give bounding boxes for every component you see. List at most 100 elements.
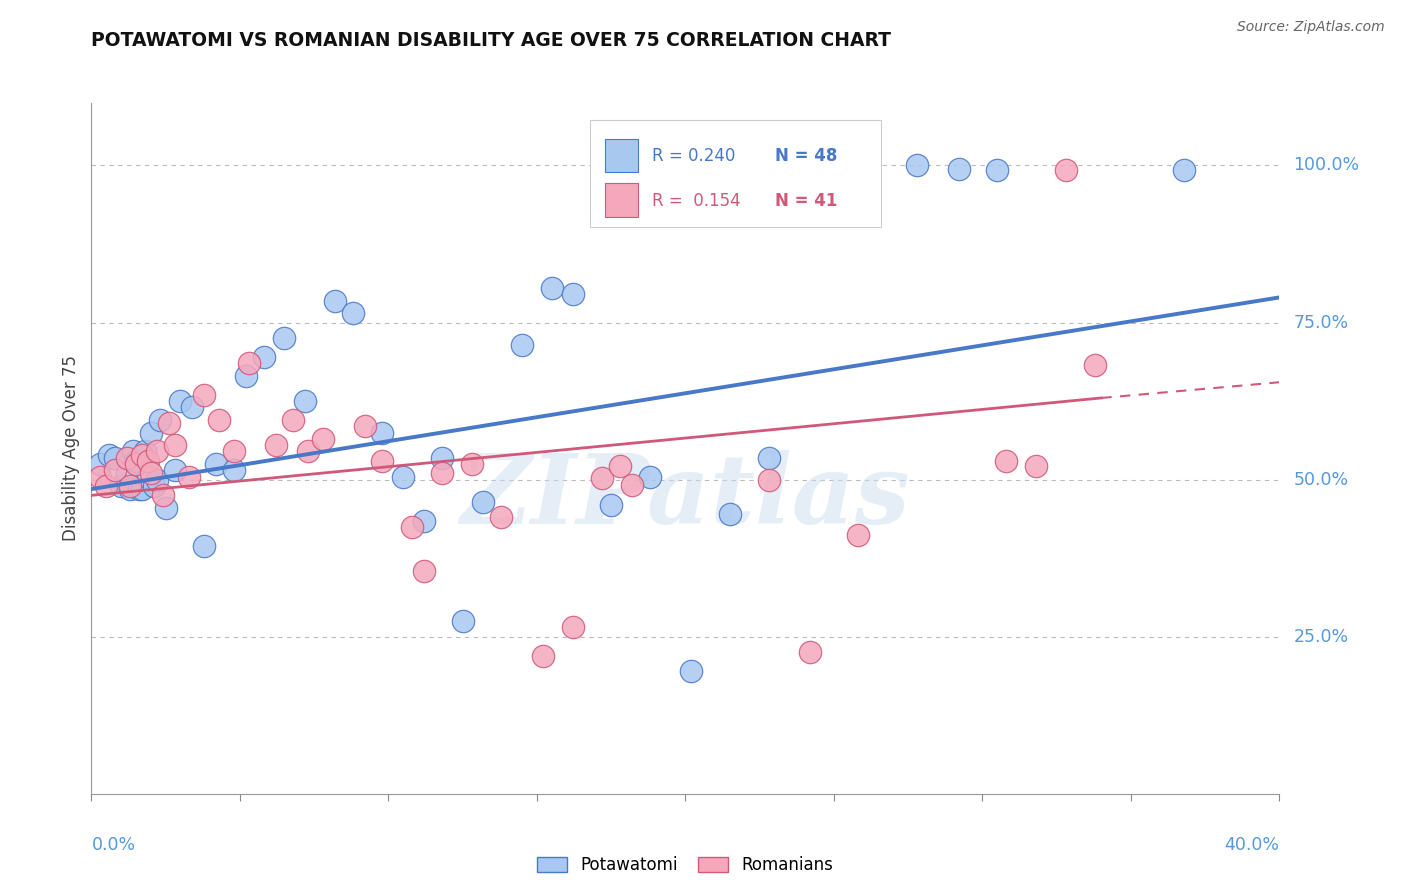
Romanians [591, 471, 613, 485]
Potawatomi [510, 337, 533, 351]
Romanians [1054, 163, 1077, 178]
Romanians [136, 454, 159, 468]
Potawatomi [145, 473, 167, 487]
Romanians [430, 467, 453, 481]
Potawatomi [134, 444, 156, 458]
Romanians [208, 413, 231, 427]
Text: 75.0%: 75.0% [1294, 314, 1348, 332]
Text: R =  0.154: R = 0.154 [652, 192, 741, 210]
Romanians [139, 467, 162, 481]
Y-axis label: Disability Age Over 75: Disability Age Over 75 [62, 355, 80, 541]
Potawatomi [163, 463, 186, 477]
Potawatomi [169, 394, 191, 409]
Romanians [312, 432, 335, 446]
Potawatomi [131, 482, 153, 496]
Text: N = 48: N = 48 [775, 147, 837, 165]
Potawatomi [472, 494, 495, 508]
Romanians [401, 520, 423, 534]
Romanians [115, 450, 138, 465]
Potawatomi [181, 401, 204, 415]
Romanians [799, 645, 821, 659]
Text: Source: ZipAtlas.com: Source: ZipAtlas.com [1237, 20, 1385, 34]
Potawatomi [758, 450, 780, 465]
Romanians [238, 356, 260, 370]
Legend: Potawatomi, Romanians: Potawatomi, Romanians [533, 851, 838, 879]
Potawatomi [561, 287, 583, 301]
Romanians [413, 564, 436, 578]
Romanians [89, 469, 111, 483]
Romanians [264, 438, 287, 452]
Potawatomi [222, 463, 245, 477]
Potawatomi [98, 448, 121, 462]
Potawatomi [118, 482, 141, 496]
Potawatomi [948, 161, 970, 176]
Romanians [620, 477, 643, 491]
Potawatomi [451, 614, 474, 628]
FancyBboxPatch shape [605, 138, 638, 171]
Romanians [222, 444, 245, 458]
Text: 100.0%: 100.0% [1294, 156, 1360, 175]
Romanians [1025, 458, 1047, 473]
Potawatomi [205, 457, 228, 471]
Text: 25.0%: 25.0% [1294, 628, 1348, 646]
Text: 40.0%: 40.0% [1225, 836, 1279, 854]
Potawatomi [342, 306, 364, 320]
FancyBboxPatch shape [605, 184, 638, 217]
Romanians [846, 528, 869, 542]
Romanians [297, 444, 319, 458]
Potawatomi [139, 425, 162, 440]
Text: 50.0%: 50.0% [1294, 471, 1348, 489]
Potawatomi [115, 467, 138, 481]
Romanians [163, 438, 186, 452]
Romanians [371, 454, 394, 468]
Romanians [353, 419, 375, 434]
Romanians [561, 620, 583, 634]
Romanians [609, 458, 631, 473]
Potawatomi [371, 425, 394, 440]
Potawatomi [294, 394, 316, 409]
Text: ZIPatlas: ZIPatlas [461, 450, 910, 543]
Romanians [491, 510, 513, 524]
Potawatomi [986, 163, 1008, 178]
Potawatomi [128, 482, 150, 496]
Potawatomi [273, 331, 295, 345]
Romanians [1084, 358, 1107, 373]
Potawatomi [905, 158, 928, 172]
Potawatomi [193, 539, 215, 553]
Potawatomi [136, 469, 159, 483]
Potawatomi [323, 293, 346, 308]
Romanians [995, 454, 1018, 468]
Text: R = 0.240: R = 0.240 [652, 147, 735, 165]
Text: N = 41: N = 41 [775, 192, 837, 210]
Potawatomi [149, 413, 172, 427]
Romanians [125, 457, 148, 471]
Potawatomi [1173, 163, 1195, 178]
Romanians [118, 479, 141, 493]
Romanians [145, 444, 167, 458]
Romanians [531, 648, 554, 663]
Potawatomi [253, 350, 276, 364]
Potawatomi [125, 454, 148, 468]
Romanians [758, 473, 780, 487]
FancyBboxPatch shape [591, 120, 882, 227]
Potawatomi [681, 665, 703, 679]
Potawatomi [600, 498, 623, 512]
Potawatomi [155, 500, 177, 515]
Romanians [104, 463, 127, 477]
Romanians [283, 413, 305, 427]
Potawatomi [122, 444, 145, 458]
Romanians [179, 469, 201, 483]
Romanians [131, 448, 153, 462]
Romanians [460, 457, 482, 471]
Potawatomi [430, 450, 453, 465]
Romanians [96, 479, 118, 493]
Potawatomi [142, 479, 165, 493]
Potawatomi [718, 507, 741, 521]
Potawatomi [392, 469, 415, 483]
Potawatomi [104, 450, 127, 465]
Romanians [193, 388, 215, 402]
Potawatomi [638, 469, 661, 483]
Potawatomi [235, 368, 257, 383]
Romanians [152, 488, 174, 502]
Potawatomi [89, 457, 111, 471]
